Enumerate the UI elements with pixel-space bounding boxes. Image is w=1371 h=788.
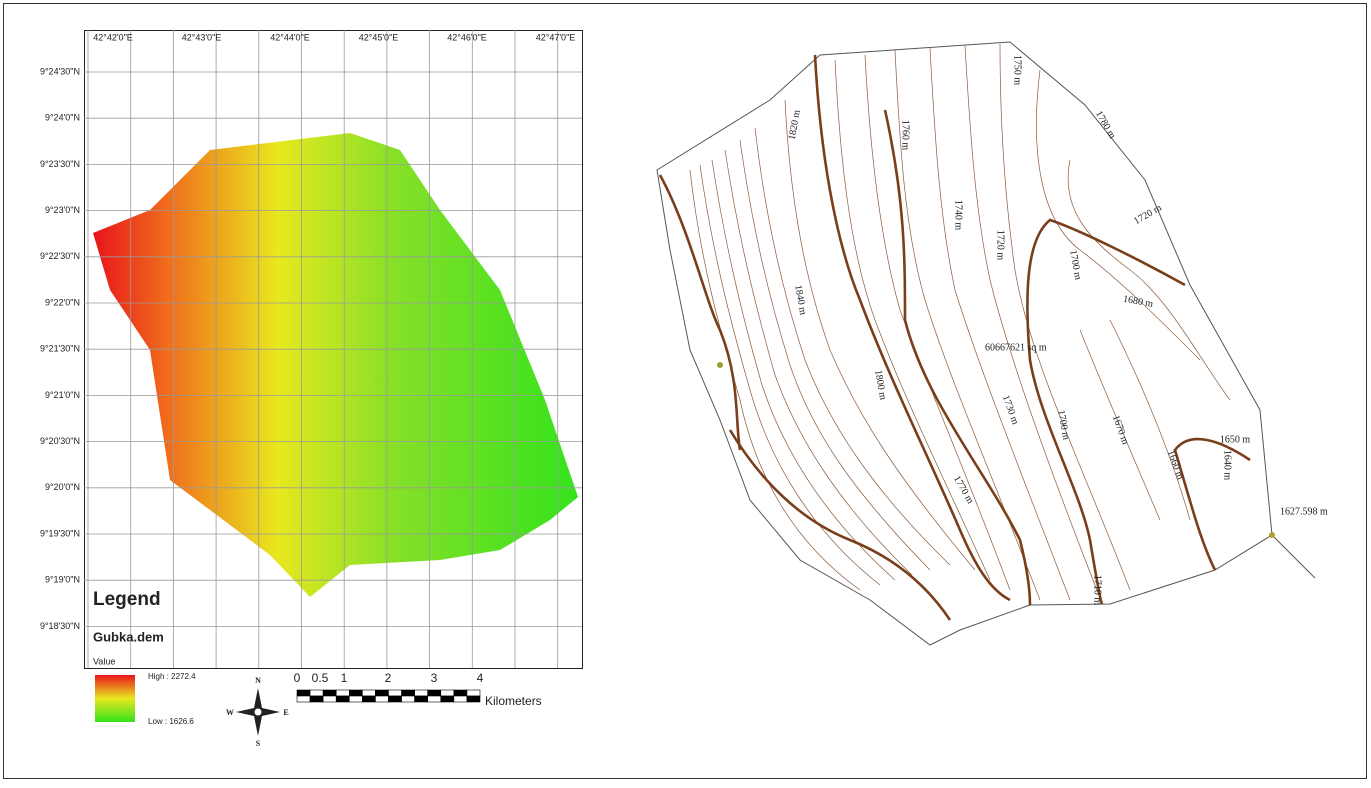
scale-segment [362,696,375,702]
contour-label: 1650 m [1220,434,1251,445]
scale-label: 2 [385,671,392,685]
scale-segment [362,690,375,696]
legend-low: Low : 1626.6 [148,717,194,726]
latitude-label: 9°24'0"N [45,113,80,123]
scale-segment [441,696,454,702]
contour-label: 1710 m [1092,575,1103,606]
scale-segment [467,690,480,696]
scale-label: 3 [431,671,438,685]
scale-segment [375,690,388,696]
outlet-point [1269,532,1275,538]
scale-segment [336,690,349,696]
scale-label: 1 [341,671,348,685]
latitude-label: 9°18'30"N [40,621,80,631]
scale-segment [310,690,323,696]
longitude-label: 42°44'0"E [270,32,310,42]
latitude-label: 9°22'30"N [40,251,80,261]
scale-segment [402,690,415,696]
scale-segment [297,690,310,696]
scale-label: 0 [294,671,301,685]
compass-s: S [256,739,261,748]
scale-segment [415,696,428,702]
longitude-label: 42°43'0"E [182,32,222,42]
point-label: 1627.598 m [1280,506,1328,517]
compass-w: W [226,708,234,717]
scale-segment [297,696,310,702]
scale-segment [467,696,480,702]
latitude-label: 9°24'30"N [40,66,80,76]
legend-title: Legend [93,589,161,610]
latitude-label: 9°19'0"N [45,575,80,585]
latitude-label: 9°23'0"N [45,205,80,215]
scale-segment [336,696,349,702]
latitude-label: 9°20'30"N [40,436,80,446]
legend-high: High : 2272.4 [148,672,196,681]
scale-segment [428,696,441,702]
scale-segment [389,690,402,696]
scale-segment [415,690,428,696]
scale-segment [349,690,362,696]
contour-label: 1740 m [953,200,964,231]
scale-segment [323,696,336,702]
page: Legend Gubka.dem Value High : 2272.4 Low… [0,0,1371,783]
longitude-label: 42°42'0"E [93,32,133,42]
scale-segment [454,690,467,696]
scale-segment [375,696,388,702]
scale-segment [441,690,454,696]
legend-layer: Gubka.dem [93,629,164,644]
contour-label: 1760 m [900,120,911,151]
scale-segment [389,696,402,702]
scale-segment [402,696,415,702]
contour-label: 1720 m [995,230,1006,261]
latitude-label: 9°21'30"N [40,344,80,354]
scale-segment [428,690,441,696]
compass-e: E [283,708,288,717]
latitude-label: 9°21'0"N [45,390,80,400]
legend-ramp [95,675,135,722]
longitude-label: 42°45'0"E [359,32,399,42]
compass-n: N [255,676,261,685]
latitude-label: 9°23'30"N [40,159,80,169]
area-label: 60667621 sq m [985,342,1047,353]
legend-field: Value [93,656,115,666]
scale-label: 0.5 [312,671,329,685]
dem-map: Legend Gubka.dem Value High : 2272.4 Low… [40,30,583,748]
longitude-label: 42°46'0"E [447,32,487,42]
high-point [717,362,723,368]
scale-label: 4 [477,671,484,685]
scale-segment [349,696,362,702]
scale-segment [454,696,467,702]
longitude-label: 42°47'0"E [536,32,576,42]
latitude-label: 9°19'30"N [40,528,80,538]
scale-segment [323,690,336,696]
latitude-label: 9°22'0"N [45,297,80,307]
contour-label: 1750 m [1012,55,1023,86]
scale-unit: Kilometers [485,694,542,708]
scale-segment [310,696,323,702]
latitude-label: 9°20'0"N [45,482,80,492]
contour-label: 1640 m [1222,450,1233,481]
